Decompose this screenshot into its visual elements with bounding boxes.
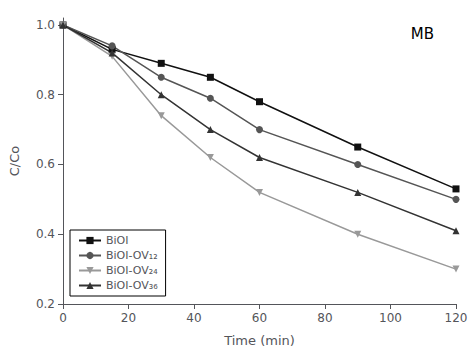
svg-text:0.6: 0.6 (36, 157, 55, 171)
svg-text:60: 60 (252, 311, 267, 325)
svg-text:C/Co: C/Co (7, 146, 22, 177)
svg-text:0.8: 0.8 (36, 88, 55, 102)
svg-text:BiOI-OV₁₂: BiOI-OV₁₂ (106, 249, 158, 262)
svg-text:40: 40 (186, 311, 201, 325)
svg-text:20: 20 (121, 311, 136, 325)
svg-text:0: 0 (59, 311, 67, 325)
svg-text:0.4: 0.4 (36, 227, 55, 241)
svg-text:Time (min): Time (min) (223, 333, 295, 348)
svg-text:100: 100 (379, 311, 402, 325)
svg-text:MB: MB (411, 25, 434, 43)
svg-text:80: 80 (317, 311, 332, 325)
svg-text:BiOI-OV₂₄: BiOI-OV₂₄ (106, 264, 158, 277)
svg-text:1.0: 1.0 (36, 18, 55, 32)
svg-text:BiOI: BiOI (106, 234, 129, 247)
svg-text:120: 120 (445, 311, 468, 325)
svg-text:0.2: 0.2 (36, 297, 55, 311)
svg-text:BiOI-OV₃₆: BiOI-OV₃₆ (106, 279, 158, 292)
